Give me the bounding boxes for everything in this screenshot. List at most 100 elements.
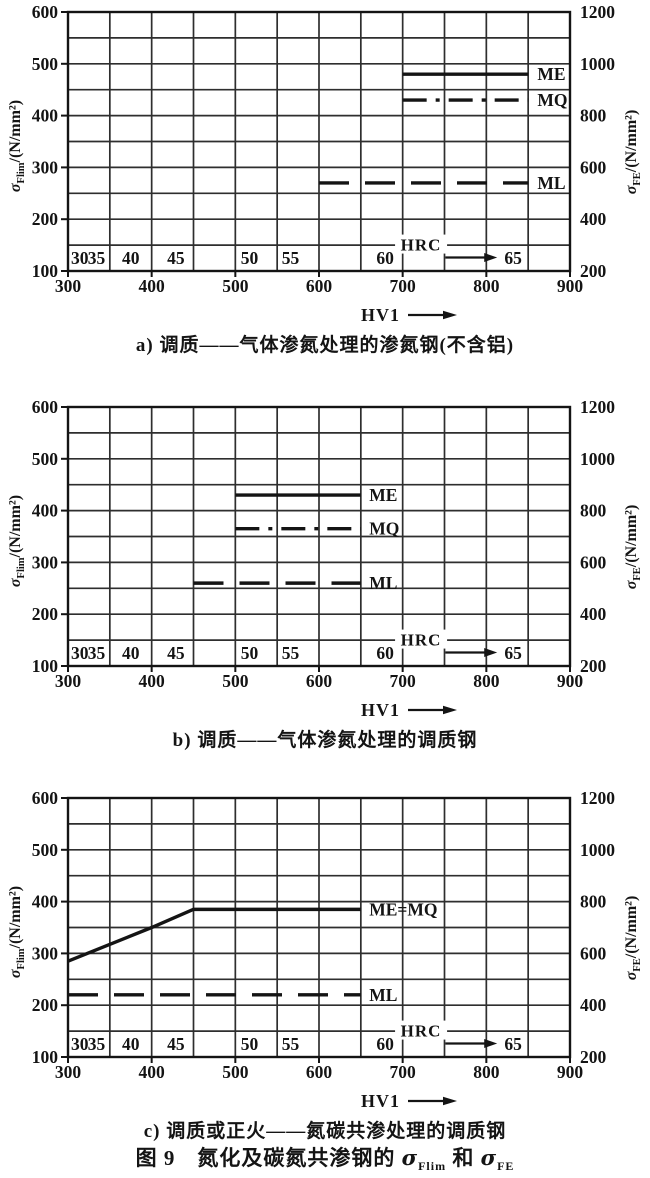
chart-a-svg: 300 400 500 600 700 800 900 100 200 300 400 500 600 2… xyxy=(7,2,643,325)
x-axis-arrow-head xyxy=(443,1096,457,1106)
figure-title: 图 9 氮化及碳氮共渗钢的 σFlim 和 σFE xyxy=(0,1142,650,1174)
y-left-tick-label: 500 xyxy=(32,449,59,469)
hrc-value-45: 45 xyxy=(167,643,185,663)
x-tick-label: 600 xyxy=(306,276,333,296)
x-tick-label: 500 xyxy=(222,1062,249,1082)
hrc-value-55: 55 xyxy=(282,643,300,663)
hrc-value-65: 65 xyxy=(504,1034,522,1054)
hrc-value-65: 65 xyxy=(504,248,522,268)
chart-b-svg: 300 400 500 600 700 800 900 100 200 300 400 500 600 2… xyxy=(7,397,643,720)
x-tick-label: 800 xyxy=(473,276,500,296)
y-right-tick-label: 400 xyxy=(580,604,607,624)
y-left-tick-label: 300 xyxy=(32,943,59,963)
y-left-axis-title: σFlim/(N/mm²) xyxy=(7,100,27,192)
chart-a: 300 400 500 600 700 800 900 100 200 300 400 500 600 2… xyxy=(0,0,650,368)
y-right-tick-label: 800 xyxy=(580,106,607,126)
x-tick-label: 300 xyxy=(55,1062,82,1082)
hrc-label-mask xyxy=(395,629,448,649)
hrc-value-30: 30 xyxy=(71,248,89,268)
y-left-tick-label: 600 xyxy=(32,788,59,808)
y-left-tick-label: 100 xyxy=(32,656,59,676)
y-right-tick-label: 1200 xyxy=(580,397,615,417)
x-tick-label: 800 xyxy=(473,671,500,691)
y-right-tick-label: 600 xyxy=(580,943,607,963)
x-tick-label: 300 xyxy=(55,671,82,691)
x-axis-arrow-head xyxy=(443,705,457,715)
hrc-value-50: 50 xyxy=(241,1034,259,1054)
y-right-tick-label: 800 xyxy=(580,892,607,912)
series-label-ML: ML xyxy=(369,573,397,593)
y-left-tick-label: 400 xyxy=(32,501,59,521)
y-left-tick-label: 500 xyxy=(32,840,59,860)
x-tick-label: 900 xyxy=(557,276,584,296)
sigma-flim-symbol: σ xyxy=(401,1145,419,1170)
y-right-tick-label: 200 xyxy=(580,656,607,676)
x-tick-label: 900 xyxy=(557,671,584,691)
y-right-tick-label: 1000 xyxy=(580,449,615,469)
figure-title-mid: 和 xyxy=(446,1146,481,1170)
hrc-arrow-head xyxy=(484,648,498,658)
y-right-tick-label: 800 xyxy=(580,501,607,521)
hrc-value-60: 60 xyxy=(376,643,394,663)
x-tick-label: 600 xyxy=(306,1062,333,1082)
x-tick-label: 700 xyxy=(390,671,417,691)
y-right-tick-label: 600 xyxy=(580,157,607,177)
hrc-value-35: 35 xyxy=(88,1034,106,1054)
y-left-axis-title: σFlim/(N/mm²) xyxy=(7,495,27,587)
hrc-label: HRC xyxy=(401,236,442,255)
chart-b: 300 400 500 600 700 800 900 100 200 300 400 500 600 2… xyxy=(0,395,650,763)
hrc-value-45: 45 xyxy=(167,1034,185,1054)
y-left-tick-label: 300 xyxy=(32,552,59,572)
y-right-axis-title: σFE/(N/mm²) xyxy=(623,110,643,195)
hrc-value-45: 45 xyxy=(167,248,185,268)
series-label-MQ: MQ xyxy=(537,90,567,110)
y-left-tick-label: 600 xyxy=(32,2,59,22)
y-left-tick-label: 200 xyxy=(32,209,59,229)
hrc-value-50: 50 xyxy=(241,248,259,268)
y-left-tick-label: 400 xyxy=(32,892,59,912)
plot-border xyxy=(66,10,572,273)
hrc-value-30: 30 xyxy=(71,643,89,663)
hrc-label-mask xyxy=(395,1020,448,1040)
x-tick-label: 400 xyxy=(139,276,166,296)
series-label-ME=MQ: ME=MQ xyxy=(369,899,437,919)
x-axis-title: HV1 xyxy=(361,700,400,720)
y-left-tick-label: 300 xyxy=(32,157,59,177)
plot-border xyxy=(66,405,572,668)
hrc-label: HRC xyxy=(401,631,442,650)
y-right-axis-title: σFE/(N/mm²) xyxy=(623,505,643,590)
series-label-ME: ME xyxy=(537,64,565,84)
y-right-tick-label: 400 xyxy=(580,209,607,229)
series-label-ME: ME xyxy=(369,485,397,505)
hrc-label-mask xyxy=(395,234,448,254)
hrc-value-30: 30 xyxy=(71,1034,89,1054)
y-right-tick-label: 1200 xyxy=(580,2,615,22)
x-tick-label: 600 xyxy=(306,671,333,691)
x-tick-label: 300 xyxy=(55,276,82,296)
y-left-tick-label: 500 xyxy=(32,54,59,74)
series-line-ME=MQ xyxy=(67,907,361,963)
hrc-value-55: 55 xyxy=(282,248,300,268)
figure-title-prefix: 图 9 氮化及碳氮共渗钢的 xyxy=(135,1146,402,1170)
x-axis-title: HV1 xyxy=(361,305,400,325)
hrc-value-35: 35 xyxy=(88,643,106,663)
x-tick-label: 500 xyxy=(222,276,249,296)
y-right-tick-label: 1000 xyxy=(580,54,615,74)
y-left-tick-label: 200 xyxy=(32,604,59,624)
y-left-tick-label: 100 xyxy=(32,261,59,281)
y-right-tick-label: 200 xyxy=(580,1047,607,1067)
x-tick-label: 400 xyxy=(139,1062,166,1082)
hrc-value-65: 65 xyxy=(504,643,522,663)
hrc-value-40: 40 xyxy=(122,248,140,268)
chart-a-caption: a) 调质——气体渗氮处理的渗氮钢(不含铝) xyxy=(135,335,515,356)
y-right-tick-label: 400 xyxy=(580,995,607,1015)
hrc-value-60: 60 xyxy=(376,1034,394,1054)
y-right-tick-label: 600 xyxy=(580,552,607,572)
chart-c: 300 400 500 600 700 800 900 100 200 300 400 500 600 2… xyxy=(0,786,650,1154)
plot-border xyxy=(66,796,572,1059)
sigma-fe-subscript: FE xyxy=(497,1159,515,1174)
hrc-value-40: 40 xyxy=(122,1034,140,1054)
x-tick-label: 900 xyxy=(557,1062,584,1082)
chart-b-caption: b) 调质——气体渗氮处理的调质钢 xyxy=(172,730,478,751)
y-right-axis-title: σFE/(N/mm²) xyxy=(623,896,643,981)
